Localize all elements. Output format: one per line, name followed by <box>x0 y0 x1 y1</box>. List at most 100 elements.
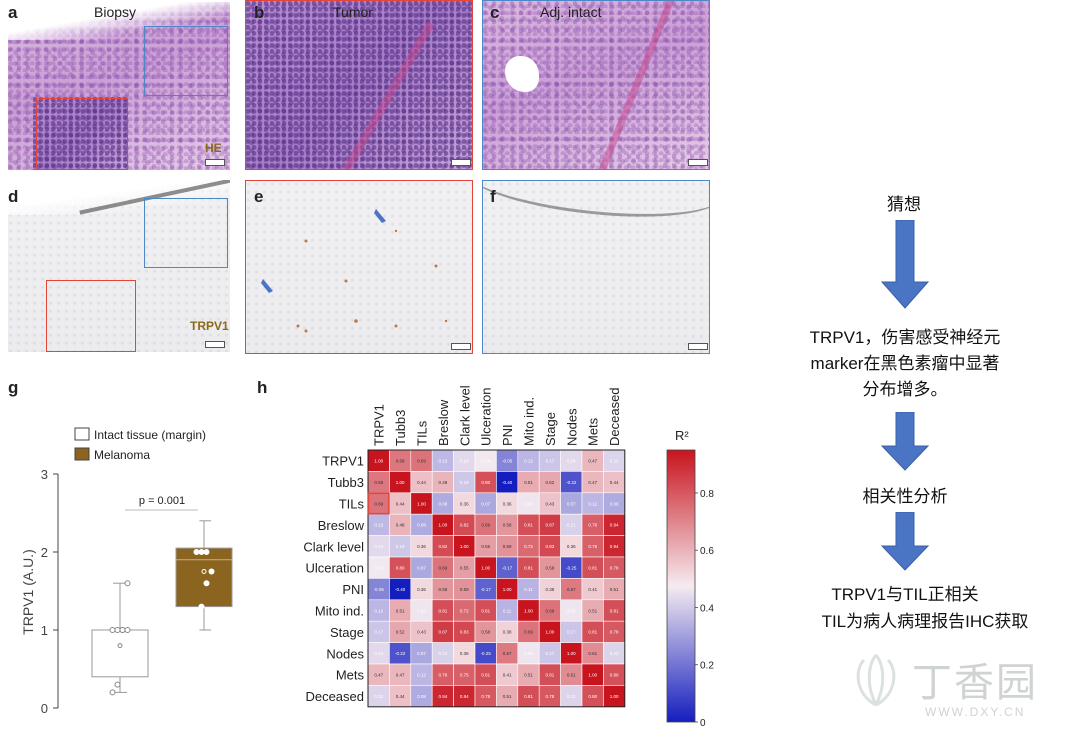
heatmap-value: -0.05 <box>502 459 513 464</box>
panel-a-title: Biopsy <box>94 4 137 20</box>
heatmap-border <box>367 449 626 708</box>
heatmap-value: 0.11 <box>503 608 512 613</box>
scale-bar <box>688 343 708 350</box>
heatmap-value: -0.22 <box>395 651 406 656</box>
heatmap-value: 0.51 <box>524 673 533 678</box>
heatmap-value: 0.94 <box>610 523 619 528</box>
heatmap-value: 0.81 <box>588 630 597 635</box>
y-axis: 0 1 2 3 <box>41 467 59 716</box>
highlight-box <box>367 492 390 515</box>
panel-label-f: f <box>490 187 496 206</box>
heatmap-value: 1.00 <box>588 673 597 678</box>
data-point <box>119 627 126 633</box>
panel-d-blue-box <box>144 198 228 268</box>
heatmap-value: 0.51 <box>588 608 597 613</box>
heatmap-value: 0.55 <box>460 566 469 571</box>
heatmap-value: 0.76 <box>439 673 448 678</box>
heatmap-value: 0.51 <box>396 608 405 613</box>
heatmap-value: 1.00 <box>567 651 576 656</box>
heatmap-value: 0.83 <box>546 544 555 549</box>
flow-step-4-line-2: TIL为病人病理报告IHC获取 <box>821 612 1029 631</box>
panel-label-a: a <box>8 3 18 22</box>
colorbar-tick-label: 0.6 <box>700 546 714 557</box>
data-point <box>203 580 210 587</box>
row-label: Ulceration <box>305 561 364 576</box>
panel-label-h: h <box>257 378 268 397</box>
heatmap-value: 1.00 <box>546 630 555 635</box>
heatmap-value: 0.51 <box>503 694 512 699</box>
heatmap-value: 1.00 <box>396 480 405 485</box>
heatmap-value: 0.24 <box>374 544 383 549</box>
column-label: PNI <box>500 424 515 446</box>
heatmap-value: 0.21 <box>439 651 448 656</box>
row-label: Deceased <box>305 689 364 704</box>
heatmap-value: -0.22 <box>566 480 577 485</box>
heatmap-value: 0.47 <box>396 673 405 678</box>
data-point <box>198 549 205 555</box>
data-point <box>114 681 121 688</box>
heatmap-value: 0.69 <box>417 459 426 464</box>
row-label: Mets <box>336 668 365 683</box>
heatmap-value: 1.00 <box>439 523 448 528</box>
panel-b-title: Tumor <box>333 4 373 20</box>
data-point <box>114 627 121 633</box>
heatmap-value: 0.69 <box>481 523 490 528</box>
heatmap-value: 0.51 <box>610 587 619 592</box>
scale-bar <box>205 159 225 166</box>
heatmap-value: 0.41 <box>588 587 597 592</box>
panel-e-overlay <box>261 209 448 333</box>
y-axis-label: TRPV1 (A.U.) <box>20 549 36 635</box>
panel-c-epidermis <box>590 1 709 169</box>
heatmap-value: 0.44 <box>417 480 426 485</box>
heatmap-value: 0.48 <box>396 523 405 528</box>
heatmap-value: 0.22 <box>610 651 619 656</box>
heatmap-value: -0.40 <box>502 480 513 485</box>
column-label: Stage <box>543 412 558 446</box>
heatmap-value: 0.21 <box>567 523 576 528</box>
arrow-icon <box>374 209 386 223</box>
heatmap-value: 0.28 <box>417 608 426 613</box>
column-label: Ulceration <box>479 387 494 446</box>
heatmap-value: 0.72 <box>460 608 469 613</box>
heatmap-grid: 1.00 0.68 0.69 0.13 0.24 0.29 -0.05 0.12 0.17 0.2… <box>367 449 626 708</box>
row-label: TILs <box>339 497 365 512</box>
panel-label-e: e <box>254 187 264 206</box>
heatmap-value: 0.75 <box>460 673 469 678</box>
flow-step-4-line-1: TRPV1与TIL正相关 <box>831 585 979 604</box>
heatmap-value: 0.78 <box>610 566 619 571</box>
legend-label-intact: Intact tissue (margin) <box>94 428 206 442</box>
heatmap-value: 0.81 <box>524 694 533 699</box>
row-label: Tubb3 <box>328 475 364 490</box>
down-arrow-icon <box>880 220 930 309</box>
heatmap-value: 0.68 <box>374 480 383 485</box>
heatmap-value: 0.36 <box>503 501 512 506</box>
panel-h-heatmap: 1.00 0.68 0.69 0.13 0.24 0.29 -0.05 0.12 0.17 0.2… <box>303 385 714 729</box>
heatmap-value: 0.43 <box>546 501 555 506</box>
p-value-annotation: p = 0.001 <box>139 495 185 507</box>
flow-step-3: 相关性分析 <box>862 487 948 506</box>
flow-step-2-line-1: TRPV1，伤害感受神经元 <box>809 328 1001 347</box>
flow-step-2-line-3: 分布增多。 <box>862 380 948 399</box>
heatmap-value: 0.67 <box>567 587 576 592</box>
panel-a-stain-label: HE <box>205 141 222 155</box>
heatmap-value: -0.05 <box>374 587 385 592</box>
heatmap-value: 0.58 <box>546 566 555 571</box>
heatmap-value: 0.58 <box>481 630 490 635</box>
panel-c-vessel <box>505 56 539 92</box>
flow-step-1: 猜想 <box>887 195 921 214</box>
colorbar-tick-label: 0 <box>700 718 706 729</box>
heatmap-value: 0.36 <box>460 651 469 656</box>
scale-bar <box>451 159 471 166</box>
heatmap-value: 0.24 <box>460 459 469 464</box>
data-point <box>193 627 200 633</box>
heatmap-value: 0.36 <box>417 544 426 549</box>
column-label: Mets <box>586 417 601 446</box>
column-label: TRPV1 <box>372 404 387 446</box>
heatmap-value: 0.80 <box>610 673 619 678</box>
watermark-cn: 丁香园 <box>912 660 1038 706</box>
heatmap-value: 0.29 <box>374 566 383 571</box>
row-label: Clark level <box>303 539 364 554</box>
heatmap-value: 1.00 <box>374 459 383 464</box>
data-point <box>124 627 131 633</box>
heatmap-value: 0.44 <box>396 694 405 699</box>
